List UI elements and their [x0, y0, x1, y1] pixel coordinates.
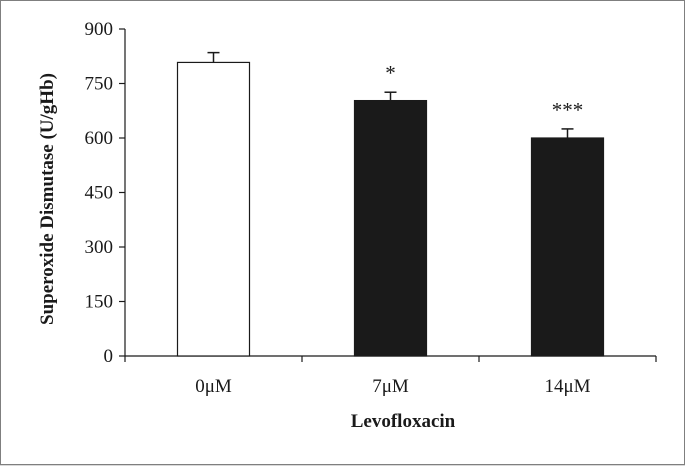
y-tick-label: 450 — [85, 183, 114, 204]
bar — [530, 137, 605, 357]
y-tick-label: 0 — [104, 346, 114, 367]
x-tick-label: 0μM — [195, 376, 232, 397]
y-axis-title: Superoxide Dismutase (U/gHb) — [37, 73, 58, 325]
bar — [353, 99, 428, 357]
bar — [176, 61, 251, 357]
error-bars — [207, 51, 574, 138]
y-tick-label: 750 — [85, 74, 114, 95]
significance-annotation: * — [385, 61, 396, 85]
x-tick-label: 14μM — [544, 376, 590, 397]
y-axis: 0 150 300 450 600 750 900 — [85, 19, 126, 367]
x-axis-title: Levofloxacin — [351, 411, 456, 432]
x-tick-label: 7μM — [372, 376, 409, 397]
y-tick-label: 900 — [85, 19, 114, 40]
x-axis: 0μM 7μM 14μM — [124, 355, 657, 397]
significance-annotation: *** — [552, 98, 584, 122]
bars — [176, 61, 605, 357]
significance-annotations: **** — [385, 61, 583, 122]
y-tick-label: 600 — [85, 128, 114, 149]
y-tick-label: 300 — [85, 237, 114, 258]
y-tick-label: 150 — [85, 292, 114, 313]
